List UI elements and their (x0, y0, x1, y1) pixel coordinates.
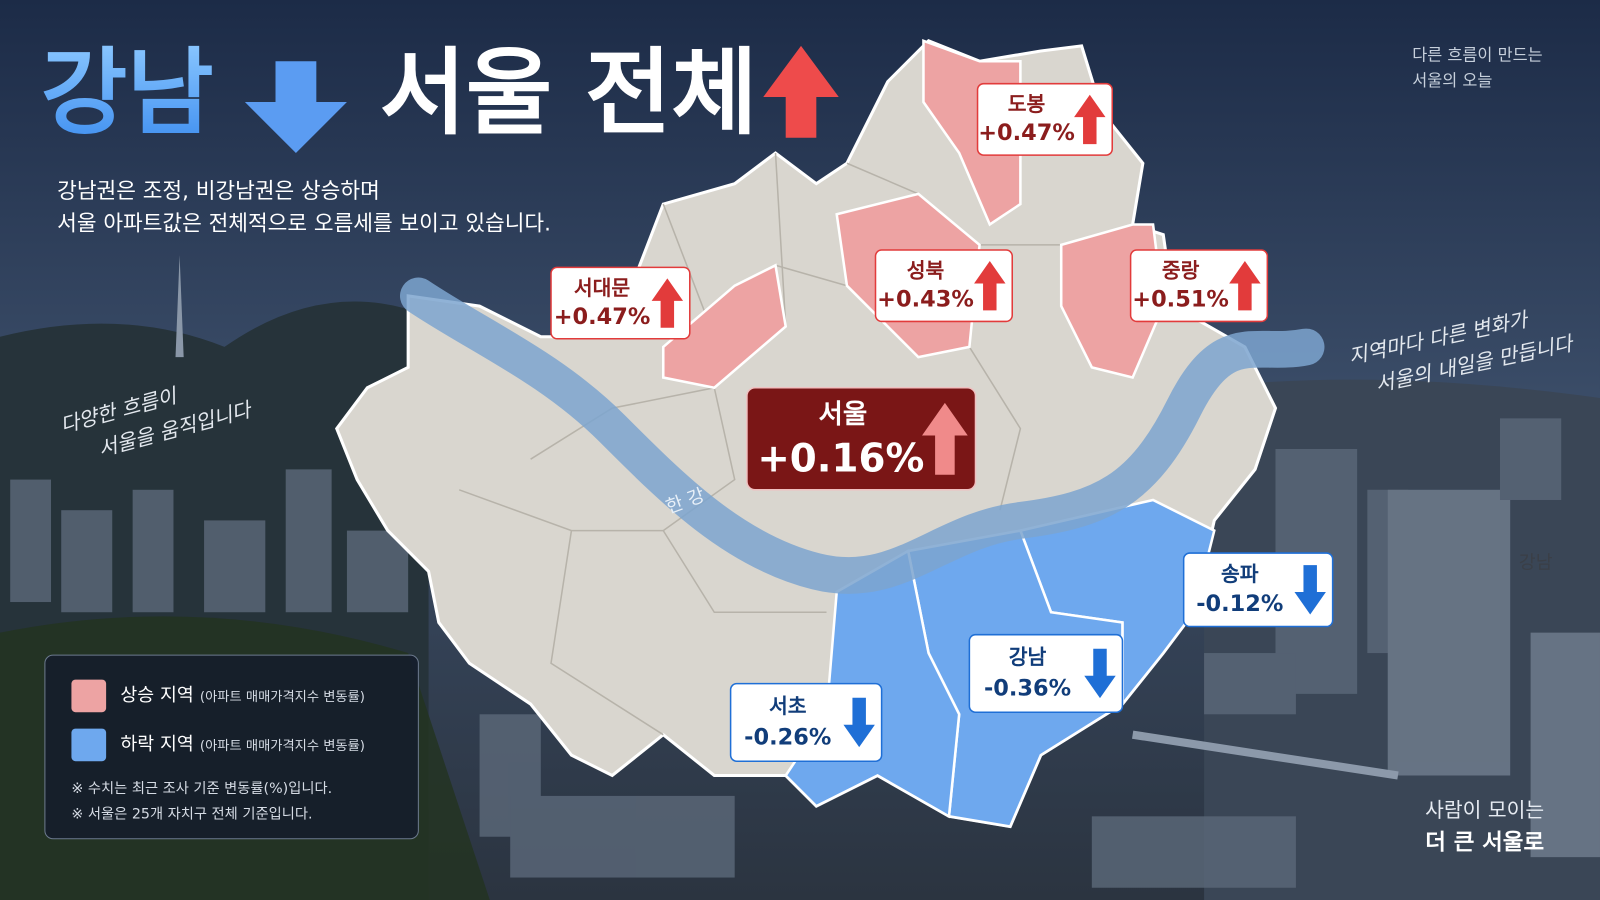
legend-note: (아파트 매매가격지수 변동률) (200, 738, 365, 754)
arrow-up (1229, 261, 1261, 311)
region-name: 서대문 (574, 276, 631, 300)
footer: 사람이 모이는 (1425, 798, 1544, 822)
arrow-up (922, 402, 968, 475)
arrow-up (651, 278, 684, 328)
callout-box (976, 82, 1114, 156)
region-change: -0.26% (744, 724, 831, 750)
seoul-callout: 서울 +0.16% (746, 386, 977, 491)
arrow-down (843, 697, 875, 748)
callout-box (550, 266, 691, 340)
seoul-box (746, 386, 977, 491)
seoul-name: 서울 (818, 399, 867, 430)
legend-label: 하락 지역 (120, 734, 193, 755)
region-name: 서초 (769, 694, 807, 718)
callout: 도봉 +0.47% (976, 82, 1114, 156)
legend-footnote: ※ 수치는 최근 조사 기준 변동률(%)입니다. (71, 780, 332, 797)
tower (175, 255, 184, 358)
region-change: +0.43% (877, 286, 974, 312)
note: 서울의 오늘 (1412, 71, 1492, 90)
building-label: 강남 (1519, 552, 1553, 573)
region-change: -0.36% (984, 675, 1071, 701)
legend-swatch (71, 728, 107, 762)
arrow-up (1074, 94, 1106, 145)
callout-box (1182, 552, 1334, 628)
region-name: 도봉 (1008, 92, 1046, 116)
legend-note: (아파트 매매가격지수 변동률) (200, 689, 365, 705)
legend-label: 상승 지역 (120, 685, 193, 706)
region-change: +0.47% (978, 120, 1075, 146)
district-area (661, 263, 788, 390)
callout: 송파 -0.12% (1182, 552, 1334, 628)
callout: 강남 -0.36% (968, 633, 1124, 714)
callout-box (968, 633, 1124, 714)
title-part: 서울 전체 (380, 39, 758, 148)
callout: 서대문 +0.47% (550, 266, 691, 340)
subtitle: 강남권은 조정, 비강남권은 상승하며 (57, 179, 380, 204)
seoul-change: +0.16% (757, 437, 924, 482)
bridge (1132, 730, 1399, 780)
region-name: 강남 (1009, 645, 1047, 669)
arrow-down (1084, 648, 1116, 699)
arrow-up (974, 261, 1006, 311)
title-part: 강남 (41, 39, 214, 148)
river (399, 277, 1325, 594)
title-arrow-up (763, 45, 839, 138)
region-change: +0.51% (1132, 286, 1229, 312)
footer: 더 큰 서울로 (1425, 829, 1544, 855)
callout: 중랑 +0.51% (1129, 249, 1269, 323)
callout-box (1129, 249, 1269, 323)
legend-box (44, 654, 419, 840)
callout: 성북 +0.43% (874, 249, 1014, 323)
callouts: 도봉 +0.47% 서대문 +0.47% 성북 +0.43% 중랑 +0.51% 송파 -0.12… (550, 82, 1334, 762)
region-name: 성북 (907, 258, 945, 282)
region-change: +0.47% (554, 304, 651, 330)
region-name: 중랑 (1162, 258, 1200, 282)
arrow-down (1294, 565, 1326, 615)
legend-footnote: ※ 서울은 25개 자치구 전체 기준입니다. (71, 805, 312, 822)
title-arrow-down (244, 61, 347, 154)
callout-box (729, 682, 883, 762)
region-name: 송파 (1221, 562, 1259, 586)
legend: 상승 지역 (아파트 매매가격지수 변동률) 하락 지역 (아파트 매매가격지수 변동… (71, 679, 365, 822)
note: 다른 흐름이 만드는 (1412, 46, 1542, 65)
subtitle: 서울 아파트값은 전체적으로 오름세를 보이고 있습니다. (57, 211, 551, 236)
callout-box (874, 249, 1014, 323)
legend-swatch (71, 679, 107, 713)
region-change: -0.12% (1196, 591, 1283, 617)
callout: 서초 -0.26% (729, 682, 883, 762)
